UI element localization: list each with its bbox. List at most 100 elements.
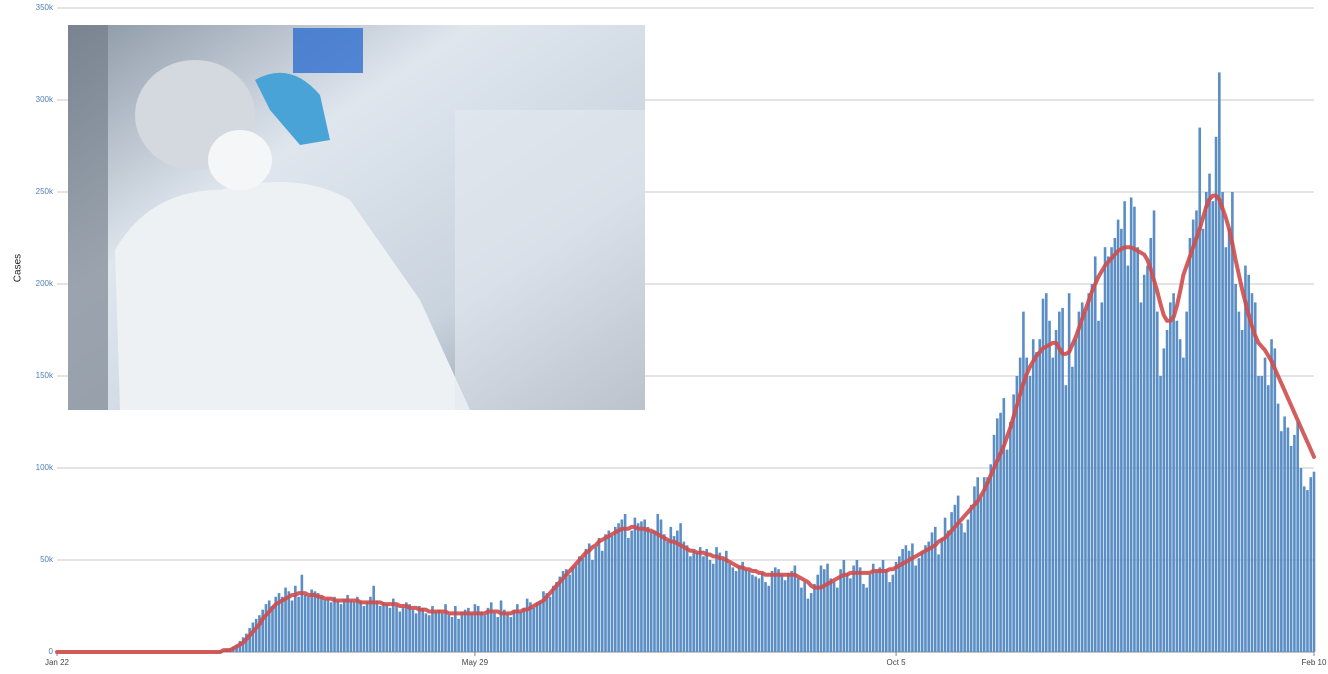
bar [1214,136,1218,653]
bar [463,609,467,652]
bar [1302,486,1306,652]
bar [1257,376,1260,652]
bar [1012,394,1015,652]
bar [388,607,392,652]
bar [770,571,774,652]
bar [751,574,754,652]
bar [1247,274,1251,652]
bar [940,537,944,652]
bar [1061,307,1064,652]
bar [424,613,428,652]
bar [976,477,980,652]
bar [284,587,287,652]
bar [502,609,506,652]
bar [414,613,418,652]
bar [777,569,780,652]
bar [300,574,304,652]
bar [1306,490,1309,652]
bar [294,585,297,652]
bar [891,574,895,652]
bar [297,596,300,652]
bar [489,602,493,652]
bar [793,565,797,652]
bar [995,418,999,652]
bar [326,598,330,652]
bar [933,526,937,652]
bar [822,569,826,652]
bar [1227,228,1231,653]
bar [551,585,555,652]
bar [1064,385,1068,652]
bar [871,563,875,652]
bar [1009,422,1012,652]
bar [734,571,738,652]
bar [460,611,464,652]
y-tick-label: 0 [49,647,54,656]
bar [339,604,343,652]
bar [669,526,673,652]
bar [907,550,911,652]
bar [1178,339,1182,652]
bar [790,571,793,652]
bar [1110,247,1113,652]
bar [858,567,862,652]
bar [1152,210,1156,652]
bar [1201,228,1205,653]
bar [956,495,960,652]
bar [408,604,411,652]
bar [1237,311,1241,652]
bar [516,604,519,652]
bar [1126,265,1130,652]
bar [767,585,771,652]
bar [666,541,669,652]
bar [506,613,509,652]
bar [261,609,264,652]
bar [431,606,434,652]
bar [362,606,366,652]
bar [721,560,725,652]
bar [855,560,859,652]
bar [391,598,395,652]
bar [1090,284,1094,652]
bar [581,558,584,652]
bar [898,556,901,652]
bar [865,587,869,652]
bar [783,580,787,652]
bar [754,576,758,652]
bar [600,550,604,652]
y-tick-label: 200k [36,279,54,288]
bar [316,593,320,652]
bar [610,536,614,652]
bar [565,569,568,652]
bar [1182,357,1185,652]
bar [496,617,500,652]
line [55,193,1316,654]
bar [1028,376,1032,652]
bar [999,412,1002,652]
y-tick-label: 250k [36,187,54,196]
bar [842,560,846,652]
bar [630,530,633,652]
bar [1093,256,1097,652]
bar [1005,449,1009,652]
bar [1188,238,1192,652]
bar [816,574,820,652]
bar [1067,293,1071,652]
bar [787,572,790,652]
bar [1129,197,1133,652]
bar [878,567,882,652]
bar [718,552,722,652]
bar [1080,302,1084,652]
bar [702,556,705,652]
bar [594,547,598,652]
bar [1289,445,1293,652]
bar [796,578,800,652]
bar [937,554,940,652]
bar [849,578,852,652]
bar [1058,311,1061,652]
bar [845,572,849,652]
bar [695,552,699,652]
bar [542,591,545,652]
bar [480,611,483,652]
bar [731,567,735,652]
